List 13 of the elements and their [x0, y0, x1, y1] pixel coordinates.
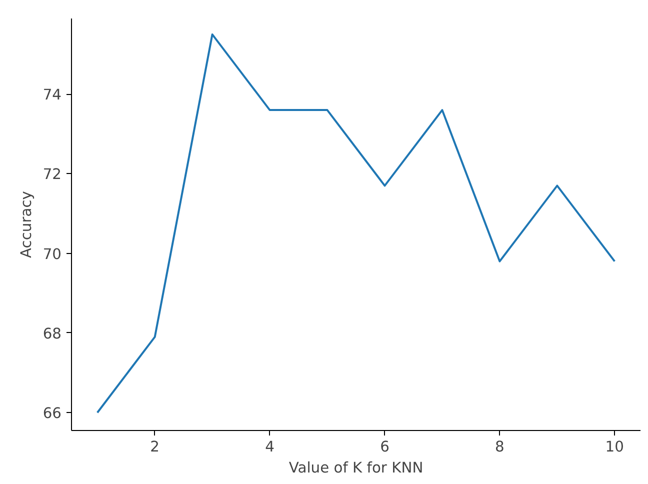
x-tick-label: 10 [605, 438, 624, 456]
x-axis-title: Value of K for KNN [288, 460, 424, 476]
x-tick-label: 4 [265, 438, 274, 456]
x-tick-label: 2 [150, 438, 160, 456]
x-tick-label: 6 [380, 438, 390, 456]
y-tick-label: 74 [42, 86, 62, 104]
x-tick-label: 8 [495, 438, 504, 456]
y-axis-title: Accuracy [18, 190, 35, 258]
line-series [96, 33, 616, 414]
y-tick-label: 72 [42, 166, 62, 184]
y-tick-label: 68 [42, 325, 62, 342]
y-tick-label: 70 [42, 246, 62, 263]
y-tick-label: 66 [42, 405, 62, 422]
